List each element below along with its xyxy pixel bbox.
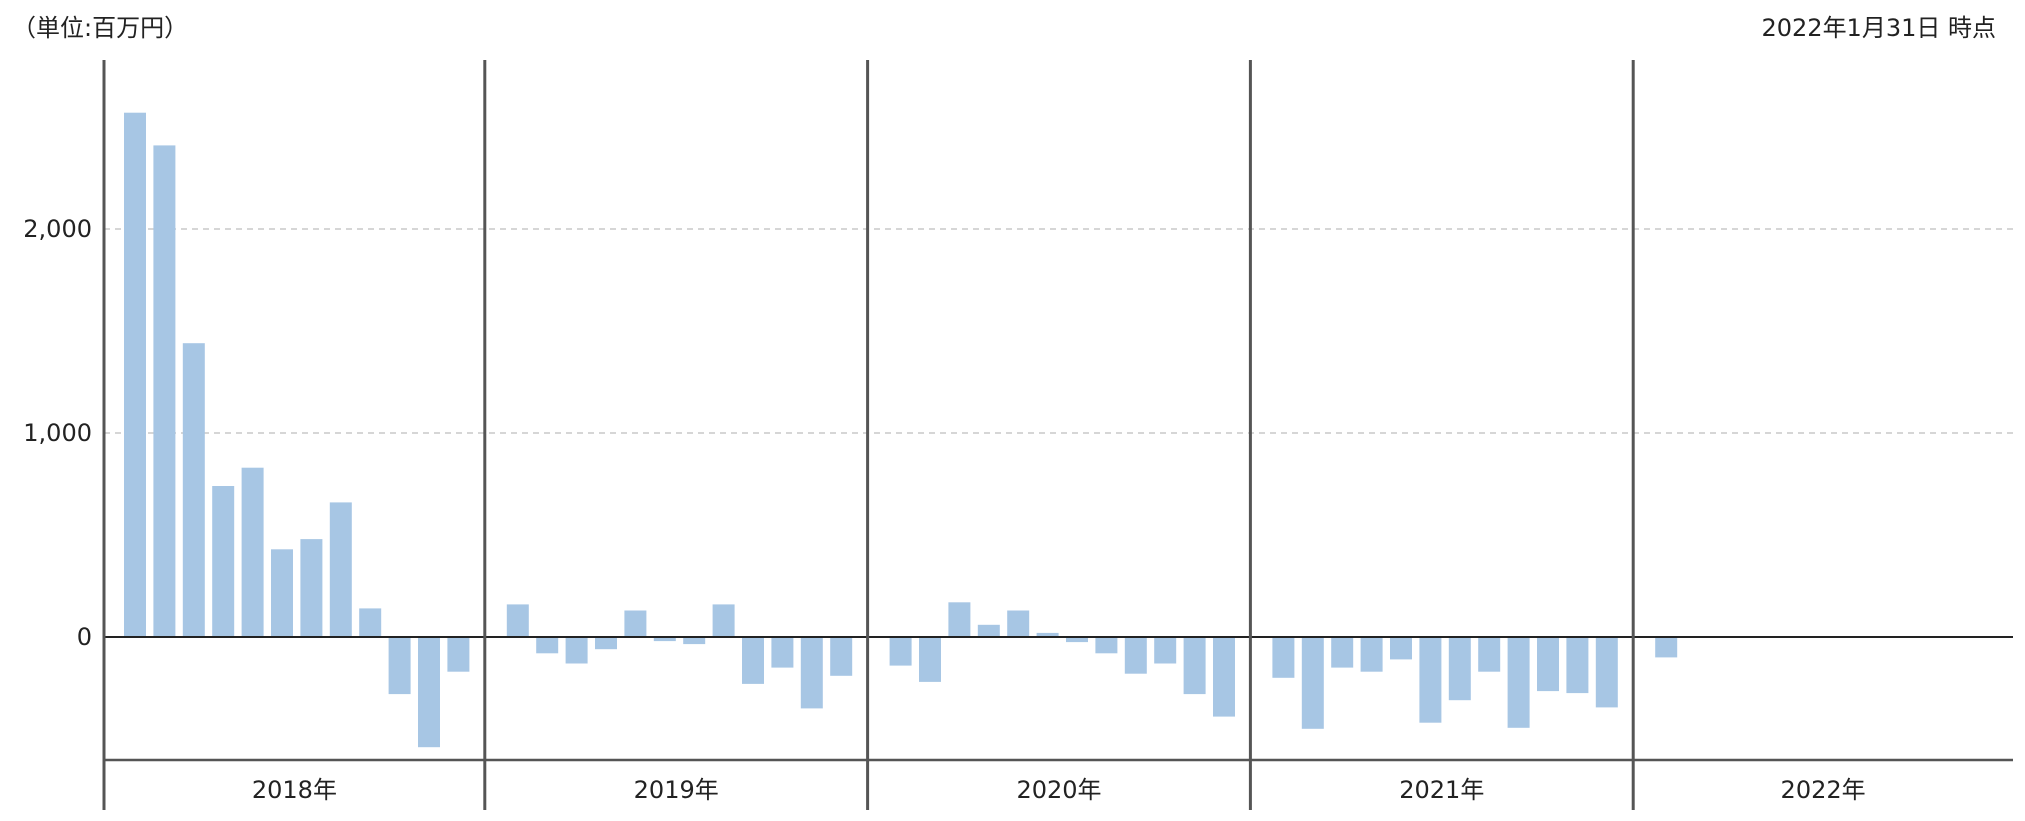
bar [1595,637,1618,708]
bar [506,604,529,637]
bar [1066,637,1088,643]
y-tick-label: 1,000 [23,419,92,447]
bar [1566,637,1589,694]
bar [241,467,264,637]
bar [1213,637,1235,717]
bar [712,604,735,637]
unit-label: （単位:百万円） [12,14,189,42]
bar [153,145,176,637]
bar [212,486,235,637]
bars [124,112,1678,748]
bar [388,637,411,695]
y-tick-label: 2,000 [23,215,92,243]
bar [948,602,971,637]
year-label: 2020年 [1016,776,1101,804]
year-labels: 2018年 2019年 2020年 2021年 2022年 [252,776,1866,804]
bar [771,637,794,668]
bar [300,539,323,637]
bar [124,112,146,637]
year-label: 2018年 [252,776,337,804]
bar [1183,637,1206,695]
bar [800,637,823,709]
y-tick-label: 0 [77,623,92,651]
as-of-date-label: 2022年1月31日 時点 [1761,14,1996,42]
year-label: 2019年 [634,776,719,804]
bar [889,637,912,666]
gridlines [104,228,2013,434]
bar [919,637,941,682]
bar [653,637,676,642]
bar [624,610,647,637]
bar [536,637,559,654]
bar [1655,637,1678,658]
bar [977,624,1000,637]
year-label: 2022年 [1781,776,1866,804]
bar [683,637,706,645]
bar [1154,637,1177,664]
bar [1448,637,1471,701]
bar [830,637,853,676]
bar [565,637,588,664]
bar [1331,637,1354,668]
bar [1537,637,1559,692]
bar [595,637,617,650]
axes [102,60,2013,810]
bar [1095,637,1118,654]
bar [742,637,764,684]
bar [1390,637,1412,660]
bar [1272,637,1295,678]
bar [447,637,470,672]
bar [1036,632,1059,637]
bar [359,608,382,637]
bar [1301,637,1324,729]
bar [1419,637,1442,723]
bar [329,502,352,637]
bar [1360,637,1383,672]
bar [1507,637,1530,728]
bar [1124,637,1147,674]
bar [1007,610,1030,637]
y-tick-labels: 0 1,000 2,000 [23,215,92,651]
year-label: 2021年 [1399,776,1484,804]
bar [182,343,205,637]
bar [271,549,293,637]
bar [418,637,440,748]
bar [1478,637,1501,672]
